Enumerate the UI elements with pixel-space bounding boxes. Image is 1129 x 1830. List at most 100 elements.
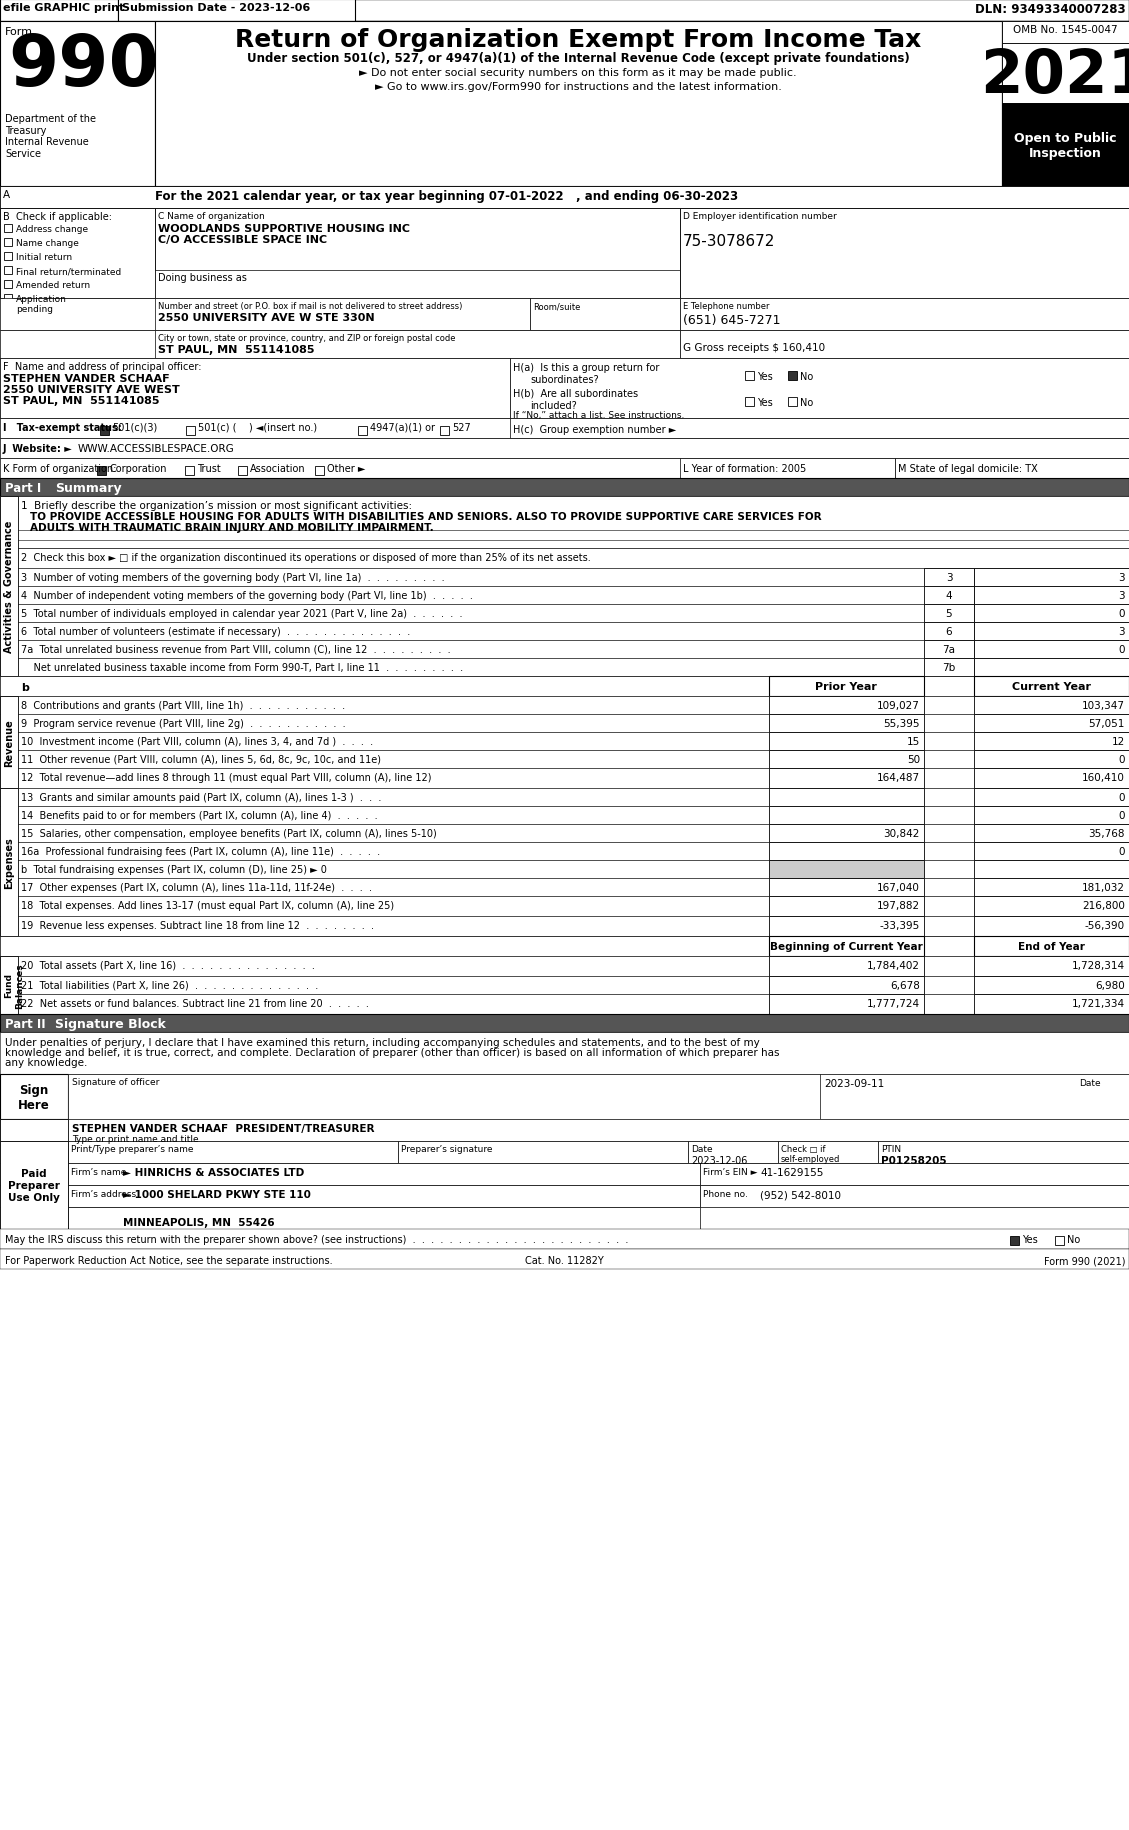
Bar: [974, 677, 1129, 697]
Bar: [0, 1014, 1129, 1032]
Text: E Telephone number: E Telephone number: [683, 302, 770, 311]
Text: 7a: 7a: [943, 644, 955, 655]
Bar: [974, 860, 1129, 878]
Text: TO PROVIDE ACCESSIBLE HOUSING FOR ADULTS WITH DISABILITIES AND SENIORS. ALSO TO : TO PROVIDE ACCESSIBLE HOUSING FOR ADULTS…: [30, 512, 822, 522]
Bar: [974, 750, 1129, 769]
Bar: [0, 1120, 1129, 1142]
Text: 3: 3: [1119, 573, 1124, 582]
Text: 1,784,402: 1,784,402: [867, 961, 920, 970]
Bar: [510, 419, 1129, 439]
Text: 2023-12-06: 2023-12-06: [691, 1155, 747, 1166]
Bar: [878, 1142, 1129, 1164]
Text: Form: Form: [5, 27, 33, 37]
Text: Room/suite: Room/suite: [533, 302, 580, 311]
Bar: [0, 22, 155, 187]
Text: 12  Total revenue—add lines 8 through 11 (must equal Part VIII, column (A), line: 12 Total revenue—add lines 8 through 11 …: [21, 772, 431, 783]
Text: DLN: 93493340007283: DLN: 93493340007283: [975, 4, 1126, 16]
Bar: [119, 0, 355, 22]
Text: 527: 527: [452, 423, 471, 432]
Bar: [0, 878, 1129, 897]
Text: 2550 UNIVERSITY AVE WEST: 2550 UNIVERSITY AVE WEST: [3, 384, 180, 395]
Text: Net Assets or
Fund
Balances: Net Assets or Fund Balances: [0, 952, 24, 1019]
Bar: [974, 957, 1129, 977]
Bar: [769, 937, 924, 957]
Bar: [238, 467, 247, 476]
Bar: [510, 359, 1129, 419]
Text: End of Year: End of Year: [1017, 941, 1085, 952]
Bar: [0, 957, 1129, 977]
Bar: [974, 714, 1129, 732]
Text: WWW.ACCESSIBLESPACE.ORG: WWW.ACCESSIBLESPACE.ORG: [78, 443, 235, 454]
Text: F  Name and address of principal officer:: F Name and address of principal officer:: [3, 362, 201, 371]
Bar: [0, 622, 1129, 640]
Bar: [974, 604, 1129, 622]
Bar: [680, 331, 1129, 359]
Text: WOODLANDS SUPPORTIVE HOUSING INC: WOODLANDS SUPPORTIVE HOUSING INC: [158, 223, 410, 234]
Text: 1,777,724: 1,777,724: [867, 999, 920, 1008]
Text: -56,390: -56,390: [1085, 920, 1124, 930]
Bar: [769, 897, 924, 917]
Bar: [0, 842, 1129, 860]
Text: b  Total fundraising expenses (Part IX, column (D), line 25) ► 0: b Total fundraising expenses (Part IX, c…: [21, 864, 327, 875]
Text: ADULTS WITH TRAUMATIC BRAIN INJURY AND MOBILITY IMPAIRMENT.: ADULTS WITH TRAUMATIC BRAIN INJURY AND M…: [30, 523, 434, 533]
Text: MINNEAPOLIS, MN  55426: MINNEAPOLIS, MN 55426: [123, 1217, 274, 1228]
Text: Signature Block: Signature Block: [55, 1017, 166, 1030]
Bar: [700, 1164, 1129, 1186]
Bar: [0, 496, 1129, 549]
Text: included?: included?: [530, 401, 577, 410]
Text: -33,395: -33,395: [879, 920, 920, 930]
Text: Yes: Yes: [1022, 1233, 1038, 1244]
Text: For Paperwork Reduction Act Notice, see the separate instructions.: For Paperwork Reduction Act Notice, see …: [5, 1255, 333, 1265]
Bar: [974, 769, 1129, 789]
Text: Sign
Here: Sign Here: [18, 1083, 50, 1111]
Text: Yes: Yes: [758, 397, 772, 408]
Text: 18  Total expenses. Add lines 13-17 (must equal Part IX, column (A), line 25): 18 Total expenses. Add lines 13-17 (must…: [21, 900, 394, 911]
Bar: [0, 789, 1129, 807]
Bar: [974, 842, 1129, 860]
Bar: [820, 1074, 1129, 1120]
Bar: [974, 878, 1129, 897]
Bar: [186, 426, 195, 436]
Bar: [185, 467, 194, 476]
Bar: [924, 622, 974, 640]
Text: 1,721,334: 1,721,334: [1071, 999, 1124, 1008]
Text: City or town, state or province, country, and ZIP or foreign postal code: City or town, state or province, country…: [158, 333, 455, 342]
Text: any knowledge.: any knowledge.: [5, 1058, 87, 1067]
Text: Beginning of Current Year: Beginning of Current Year: [770, 941, 922, 952]
Bar: [788, 371, 797, 381]
Text: Summary: Summary: [55, 481, 122, 494]
Text: 0: 0: [1119, 811, 1124, 820]
Bar: [974, 732, 1129, 750]
Text: 2021: 2021: [980, 48, 1129, 106]
Bar: [1010, 1237, 1019, 1246]
Text: Number and street (or P.O. box if mail is not delivered to street address): Number and street (or P.O. box if mail i…: [158, 302, 463, 311]
Bar: [0, 769, 1129, 789]
Text: 103,347: 103,347: [1082, 701, 1124, 710]
Text: 181,032: 181,032: [1082, 882, 1124, 893]
Bar: [1003, 104, 1129, 187]
Text: OMB No. 1545-0047: OMB No. 1545-0047: [1013, 26, 1118, 35]
Bar: [688, 1142, 778, 1164]
Bar: [769, 977, 924, 994]
Text: ► 1000 SHELARD PKWY STE 110: ► 1000 SHELARD PKWY STE 110: [123, 1190, 310, 1199]
Bar: [974, 640, 1129, 659]
Text: 11  Other revenue (Part VIII, column (A), lines 5, 6d, 8c, 9c, 10c, and 11e): 11 Other revenue (Part VIII, column (A),…: [21, 754, 380, 765]
Bar: [155, 298, 530, 331]
Bar: [5, 295, 12, 302]
Bar: [49, 481, 51, 494]
Bar: [0, 714, 1129, 732]
Text: Open to Public
Inspection: Open to Public Inspection: [1014, 132, 1117, 159]
Bar: [0, 1142, 68, 1230]
Text: 14  Benefits paid to or for members (Part IX, column (A), line 4)  .  .  .  .  .: 14 Benefits paid to or for members (Part…: [21, 811, 377, 820]
Text: L Year of formation: 2005: L Year of formation: 2005: [683, 463, 806, 474]
Text: 0: 0: [1119, 792, 1124, 803]
Text: May the IRS discuss this return with the preparer shown above? (see instructions: May the IRS discuss this return with the…: [5, 1233, 629, 1244]
Text: 4: 4: [946, 591, 953, 600]
Bar: [778, 1142, 878, 1164]
Bar: [924, 587, 974, 604]
Text: Under section 501(c), 527, or 4947(a)(1) of the Internal Revenue Code (except pr: Under section 501(c), 527, or 4947(a)(1)…: [246, 51, 909, 64]
Bar: [0, 1208, 1129, 1230]
Bar: [68, 1208, 700, 1230]
Text: Name change: Name change: [16, 240, 79, 247]
Bar: [769, 750, 924, 769]
